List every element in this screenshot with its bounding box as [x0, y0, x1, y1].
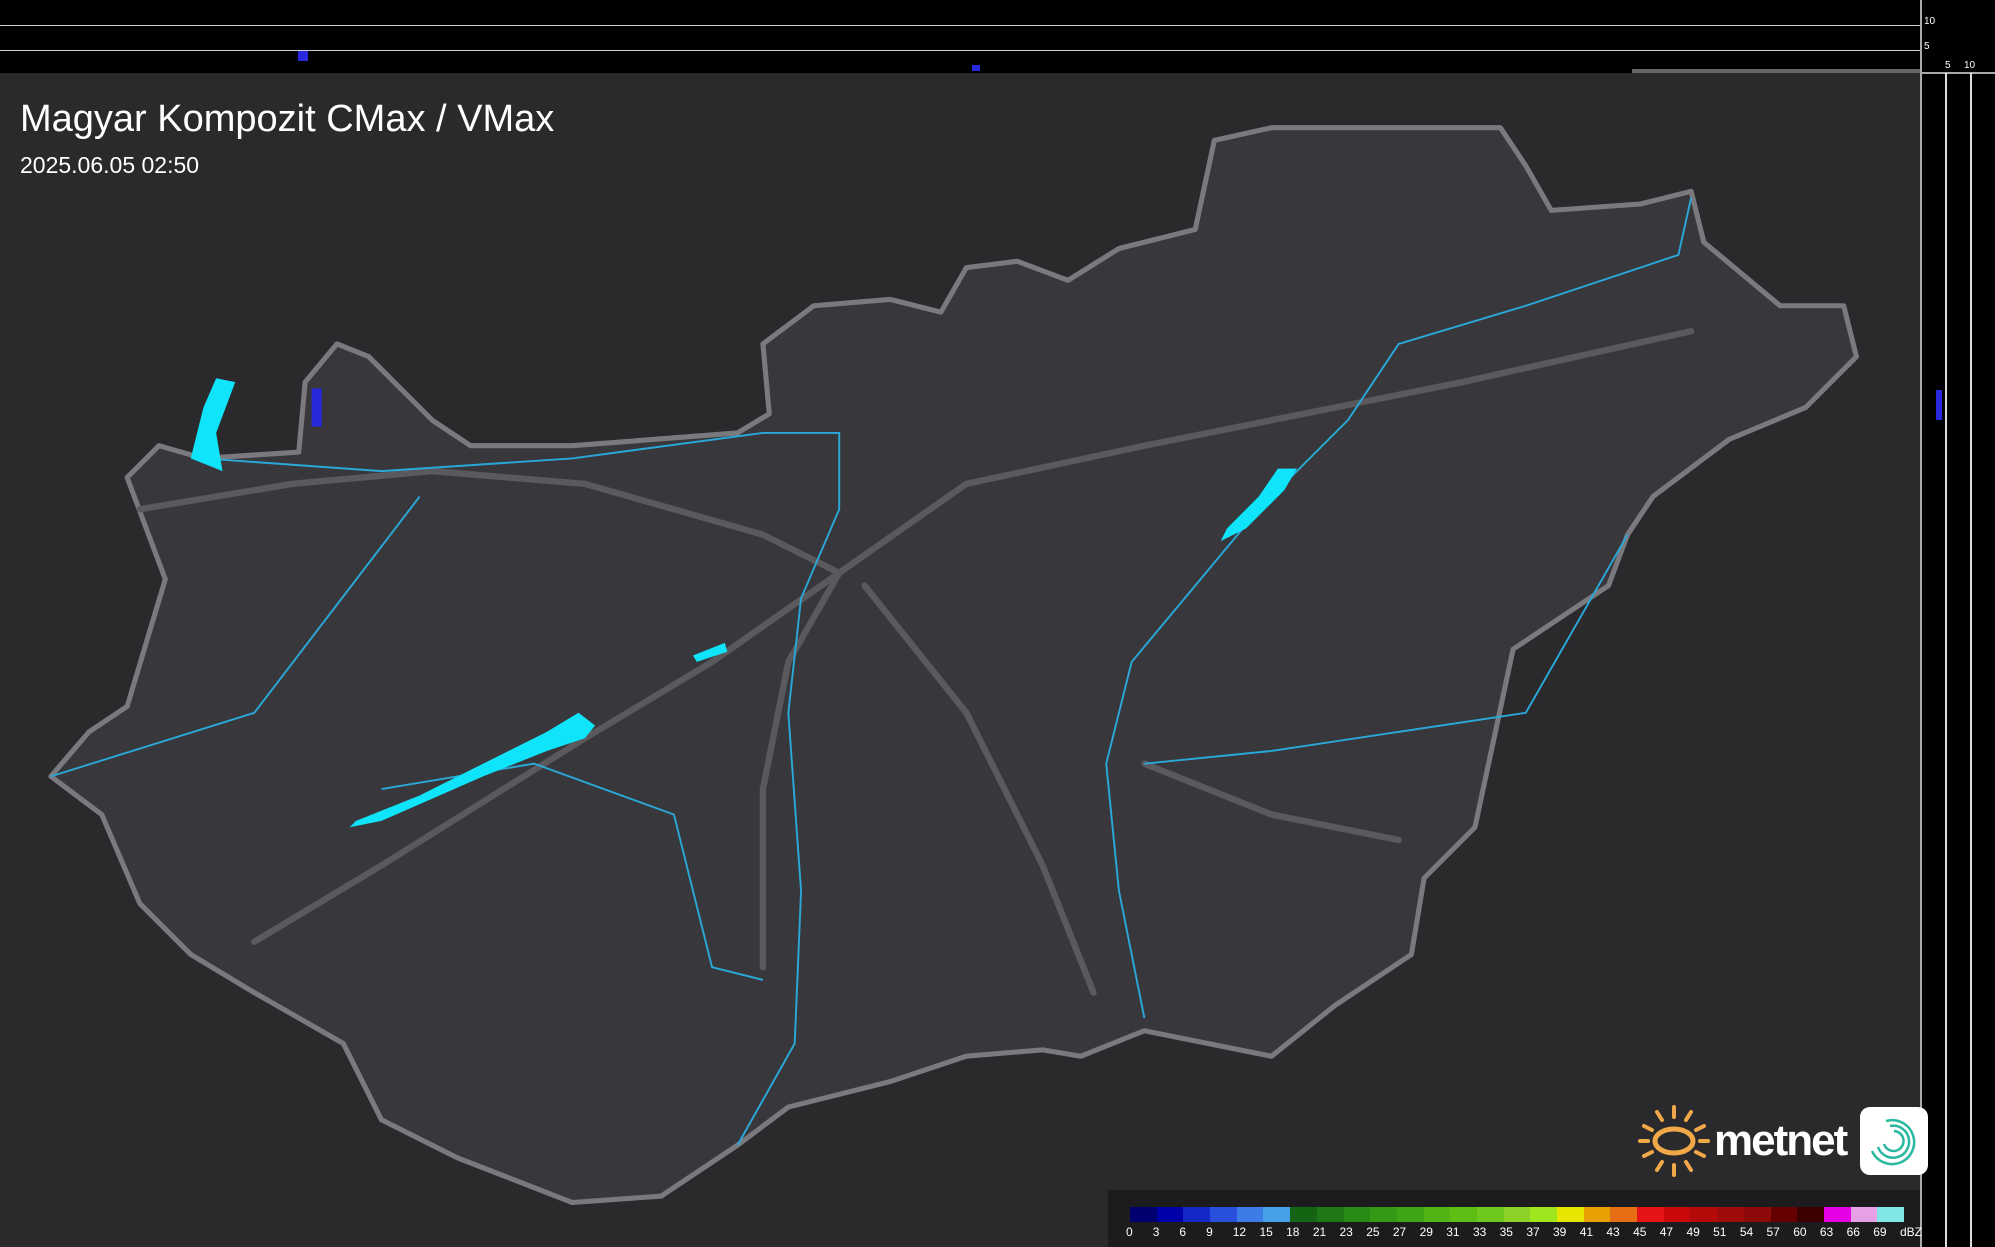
legend-label: 3 [1152, 1225, 1160, 1239]
legend-label: 39 [1553, 1225, 1567, 1239]
legend-swatch [1877, 1207, 1904, 1222]
map-timestamp: 2025.06.05 02:50 [20, 152, 200, 178]
echo-cell [1936, 390, 1942, 420]
legend-swatch [1637, 1207, 1664, 1222]
legend-swatch [1530, 1207, 1557, 1222]
legend-label: 63 [1819, 1225, 1834, 1239]
top-profile-panel [0, 0, 1920, 73]
legend-swatch [1263, 1207, 1291, 1222]
radar-map[interactable] [0, 73, 1920, 1247]
lake-ferto [190, 378, 236, 472]
tick-label: 5 [1945, 60, 1951, 71]
legend-label: 15 [1259, 1225, 1273, 1239]
legend-swatch [1797, 1207, 1824, 1222]
divider [1920, 0, 1922, 1247]
legend-swatch [1450, 1207, 1477, 1222]
legend-swatch [1503, 1207, 1531, 1222]
legend-swatch [1850, 1207, 1878, 1222]
legend-label: 29 [1419, 1225, 1433, 1239]
legend-swatch [1423, 1207, 1451, 1222]
legend-swatch [1690, 1207, 1718, 1222]
gridline [1945, 73, 1947, 1247]
legend-label: 21 [1312, 1225, 1327, 1239]
lake-balaton [349, 712, 596, 828]
legend-swatch [1823, 1207, 1851, 1222]
legend-swatch [1770, 1207, 1798, 1222]
spiral-app-icon [1860, 1107, 1929, 1175]
echo-cell [972, 65, 980, 71]
lake-velence [692, 642, 728, 662]
legend-label: 41 [1579, 1225, 1594, 1239]
legend-label: 54 [1739, 1225, 1754, 1239]
legend-swatch [1316, 1207, 1344, 1222]
gridline [0, 50, 1920, 51]
gridline [1970, 73, 1972, 1247]
brand-name: metnet [1714, 1116, 1848, 1165]
legend-label: 6 [1179, 1225, 1187, 1239]
legend-label: 49 [1686, 1225, 1700, 1239]
metnet-logo: metnet [1636, 1103, 1929, 1179]
legend-swatch [1663, 1207, 1691, 1222]
legend-swatch [1610, 1207, 1638, 1222]
legend-swatch [1370, 1207, 1397, 1222]
map-title: Magyar Kompozit CMax / VMax [20, 98, 555, 140]
echo-cell [311, 388, 322, 427]
legend-swatch [1557, 1207, 1584, 1222]
legend-swatch [1130, 1207, 1157, 1222]
legend-swatch [1236, 1207, 1264, 1222]
legend-swatch [1290, 1207, 1317, 1222]
legend-swatch [1210, 1207, 1237, 1222]
legend-color-bar [1130, 1207, 1904, 1222]
legend-swatch [1583, 1207, 1611, 1222]
legend-label: 23 [1339, 1225, 1353, 1239]
lakes [190, 378, 1297, 828]
legend-label: 45 [1633, 1225, 1647, 1239]
echo-cell [298, 51, 308, 61]
sun-icon [1638, 1105, 1710, 1177]
legend-swatch [1396, 1207, 1424, 1222]
legend-swatch [1743, 1207, 1771, 1222]
legend-label: 47 [1659, 1225, 1674, 1239]
legend-label: 27 [1392, 1225, 1407, 1239]
legend-swatch [1156, 1207, 1184, 1222]
legend-label: 43 [1606, 1225, 1620, 1239]
legend-labels: 0 3 6 9 12 15 18 21 23 25 27 29 31 33 35 37 39 41 43 45 47 49… [1126, 1225, 1927, 1239]
roads [136, 328, 1695, 996]
legend-unit: dBZ [1899, 1225, 1922, 1239]
legend-label: 35 [1499, 1225, 1513, 1239]
legend-label: 69 [1873, 1225, 1887, 1239]
legend-swatch [1343, 1207, 1371, 1222]
legend-label: 66 [1846, 1225, 1860, 1239]
side-profile-panel: 10 5 5 10 [1920, 0, 1995, 1247]
legend-label: 31 [1446, 1225, 1460, 1239]
legend-swatch [1183, 1207, 1211, 1222]
legend-label: 25 [1366, 1225, 1380, 1239]
legend-label: 51 [1713, 1225, 1727, 1239]
lake-tisza [1220, 468, 1297, 542]
gridline [0, 25, 1920, 26]
divider [1920, 72, 1995, 74]
legend-swatch [1476, 1207, 1504, 1222]
legend-label: 33 [1472, 1225, 1487, 1239]
legend-label: 57 [1766, 1225, 1780, 1239]
legend-label: 0 [1126, 1225, 1133, 1239]
tick-label: 10 [1924, 16, 1936, 27]
dbz-legend: 0 3 6 9 12 15 18 21 23 25 27 29 31 33 35 37 39 41 43 45 47 49… [1108, 1190, 1922, 1247]
tick-label: 5 [1924, 41, 1930, 52]
legend-label: 18 [1286, 1225, 1300, 1239]
legend-label: 9 [1206, 1225, 1213, 1239]
legend-label: 60 [1793, 1225, 1807, 1239]
legend-swatch [1717, 1207, 1744, 1222]
tick-label: 10 [1964, 60, 1976, 71]
legend-label: 37 [1526, 1225, 1540, 1239]
legend-label: 12 [1232, 1225, 1247, 1239]
profile-bar [1632, 69, 1920, 73]
